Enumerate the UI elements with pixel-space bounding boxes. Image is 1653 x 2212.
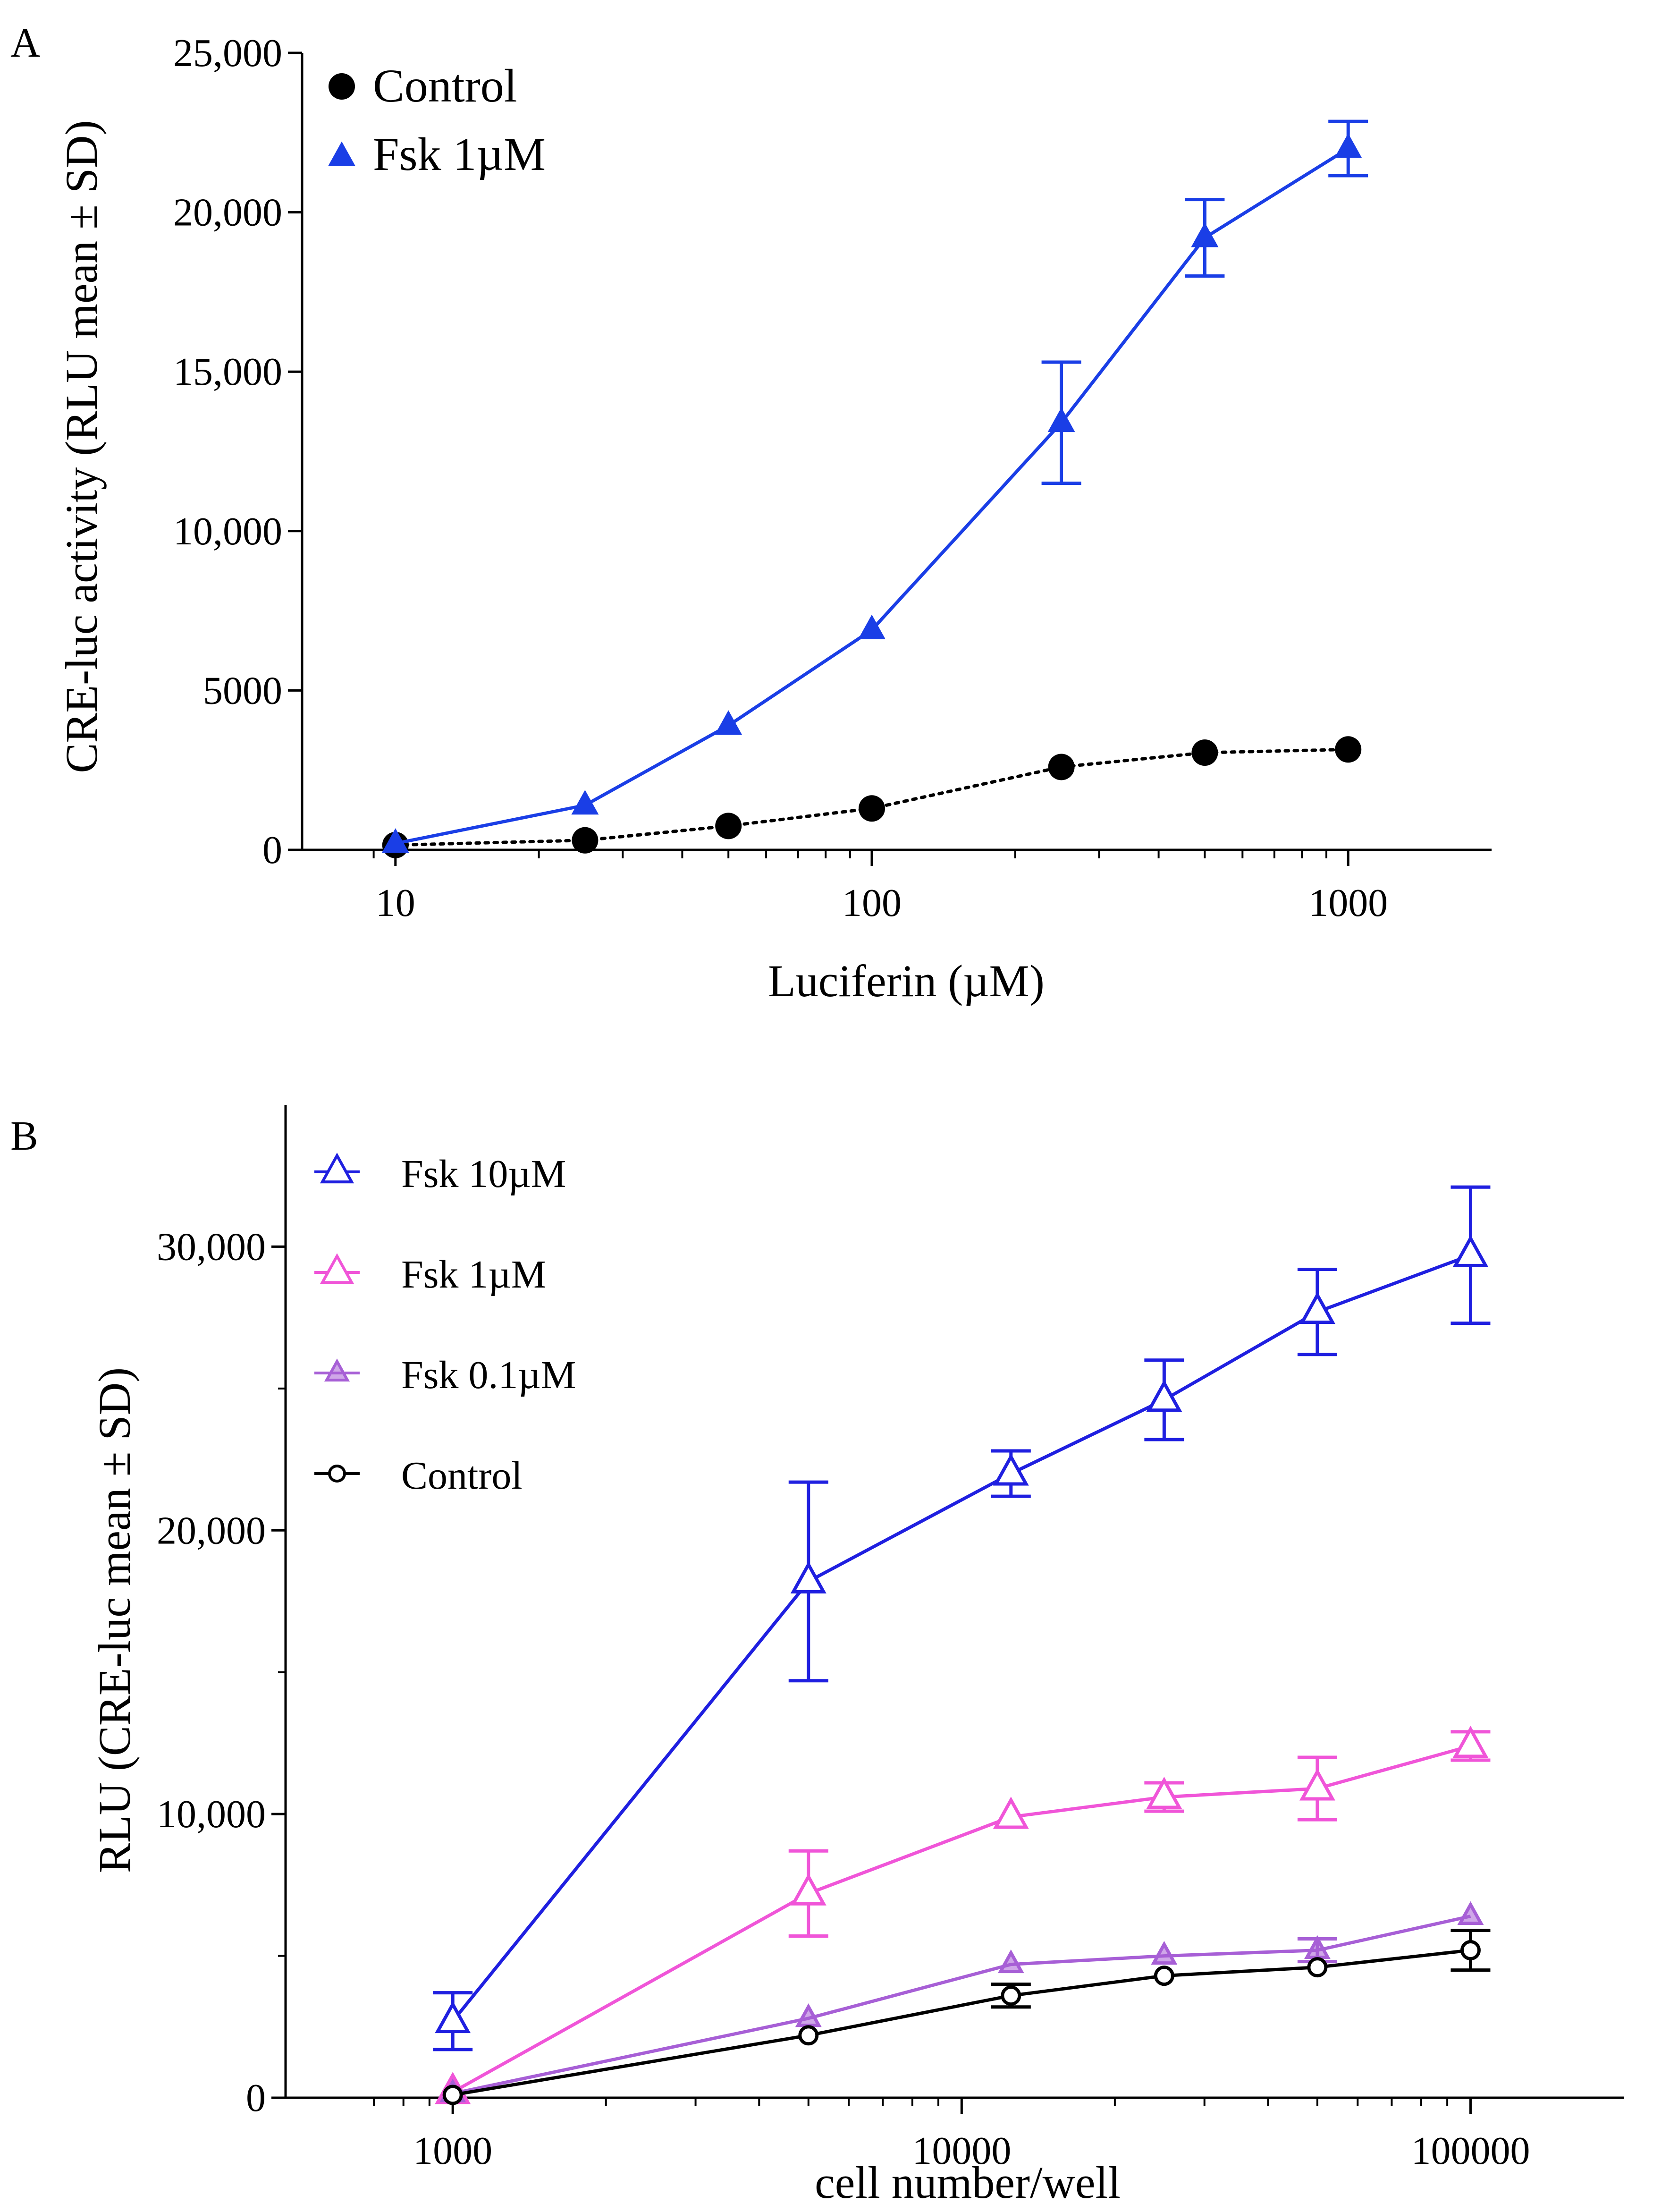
legend-label: Fsk 1µM	[401, 1253, 547, 1297]
data-point	[993, 1797, 1029, 1829]
legend-marker	[320, 1153, 354, 1184]
data-point	[715, 813, 742, 839]
data-point	[571, 790, 599, 815]
y-tick-label: 25,000	[173, 31, 282, 75]
data-point	[790, 1873, 826, 1906]
data-point	[435, 2000, 471, 2034]
data-point	[997, 1949, 1024, 1974]
y-tick-label: 20,000	[157, 1509, 266, 1552]
data-point	[1335, 736, 1362, 763]
data-point	[1001, 1985, 1021, 2006]
data-point	[442, 2085, 463, 2105]
y-tick-label: 30,000	[157, 1225, 266, 1269]
data-point	[1452, 1726, 1489, 1758]
data-point	[1307, 1957, 1328, 1978]
data-point	[715, 710, 742, 735]
data-point	[381, 828, 409, 853]
series-line	[452, 1744, 1471, 2094]
legend-entry: Control	[329, 59, 517, 112]
data-point	[1299, 1291, 1335, 1324]
series-control	[442, 1928, 1491, 2105]
data-point	[1334, 133, 1362, 158]
legend-marker	[329, 73, 355, 100]
legend-entry: Fsk 0.1µM	[314, 1353, 576, 1397]
data-point	[798, 2025, 819, 2046]
legend-marker	[328, 1465, 346, 1483]
data-point	[1146, 1777, 1182, 1809]
y-tick-label: 15,000	[173, 350, 282, 394]
legend-entry: Fsk 1µM	[314, 1253, 547, 1297]
data-point	[1191, 739, 1218, 766]
data-point	[1460, 1940, 1481, 1961]
legend-entry: Control	[314, 1454, 523, 1498]
x-tick-label: 100	[842, 881, 902, 925]
y-axis-label: RLU (CRE-luc mean ± SD)	[89, 1367, 140, 1873]
data-point	[1146, 1379, 1182, 1412]
data-point	[1191, 222, 1219, 247]
x-tick-label: 1000	[1308, 881, 1388, 925]
y-tick-label: 10,000	[157, 1792, 266, 1836]
series-fsk-1-m	[381, 119, 1368, 853]
panel-label: B	[10, 1113, 38, 1159]
series-line	[452, 1915, 1471, 2095]
legend-entry: Fsk 10µM	[314, 1152, 566, 1196]
data-point	[859, 795, 886, 822]
x-tick-label: 1000	[413, 2129, 492, 2173]
legend-label: Control	[373, 59, 517, 112]
data-point	[572, 827, 599, 854]
data-point	[1299, 1768, 1335, 1801]
series-fsk-0-1-m	[439, 1901, 1484, 2102]
legend-label: Fsk 1µM	[373, 128, 546, 180]
x-axis-label: Luciferin (µM)	[768, 956, 1045, 1006]
data-point	[1457, 1901, 1484, 1925]
x-tick-label: 10	[376, 881, 415, 925]
panel-label: A	[10, 20, 41, 66]
y-tick-label: 5000	[203, 669, 282, 712]
series-line	[452, 1949, 1471, 2097]
data-point	[1048, 754, 1075, 780]
legend-label: Fsk 0.1µM	[401, 1353, 576, 1397]
panel-a: A 0 5000 10,000 15,000 20,000 25,000 10 100 1000 L…	[10, 20, 1492, 1006]
data-point	[1151, 1941, 1178, 1965]
y-tick-label: 10,000	[173, 509, 282, 553]
data-point	[1452, 1235, 1489, 1267]
series-control	[382, 736, 1362, 858]
y-tick-label: 20,000	[173, 191, 282, 235]
x-tick-label: 100000	[1411, 2129, 1530, 2173]
y-axis-label: CRE-luc activity (RLU mean ± SD)	[56, 120, 107, 773]
data-point	[1047, 407, 1075, 432]
data-point	[790, 1561, 826, 1593]
series-fsk-10-m	[433, 1185, 1491, 2051]
legend-label: Fsk 10µM	[401, 1152, 566, 1196]
series-line	[451, 1254, 1471, 2023]
legend-marker	[320, 1253, 354, 1284]
legend-label: Control	[401, 1454, 523, 1498]
legend-marker	[328, 141, 355, 166]
data-point	[858, 614, 886, 639]
panel-b: B 0 10,000 20,000 30,000 1000 10000 100000 cell …	[10, 1105, 1624, 2208]
y-tick-label: 0	[246, 2076, 266, 2120]
legend-entry: Fsk 1µM	[328, 128, 546, 180]
data-point	[993, 1453, 1029, 1486]
legend-marker	[324, 1358, 350, 1382]
x-axis-label: cell number/well	[815, 2157, 1121, 2208]
x-tick-label: 10000	[912, 2129, 1011, 2173]
data-point	[1154, 1966, 1174, 1986]
y-tick-label: 0	[262, 828, 282, 872]
